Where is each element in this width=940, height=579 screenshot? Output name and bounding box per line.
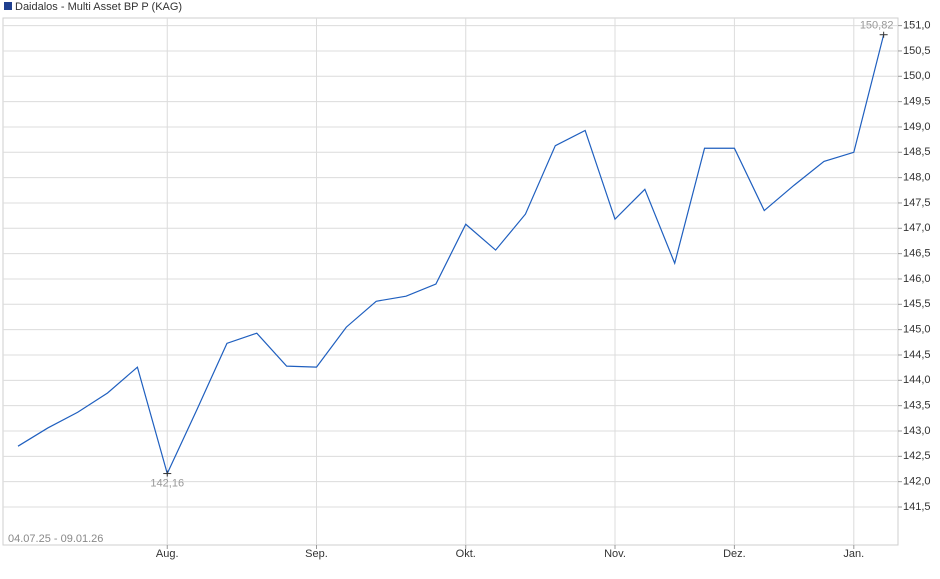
x-tick-label: Jan. [843,548,864,560]
x-tick-label: Dez. [723,548,746,560]
y-tick-label: 145,0 [903,324,931,336]
y-tick-label: 143,0 [903,425,931,437]
y-tick-label: 146,0 [903,273,931,285]
y-tick-label: 144,0 [903,374,931,386]
chart-title: Daidalos - Multi Asset BP P (KAG) [15,1,182,13]
y-tick-label: 147,0 [903,222,931,234]
legend-swatch [4,2,12,10]
y-tick-label: 141,5 [903,501,931,513]
line-series [17,34,885,476]
y-tick-label: 150,5 [903,45,931,57]
y-tick-label: 148,0 [903,172,931,184]
value-label: 150,82 [860,20,894,32]
y-tick-label: 145,5 [903,298,931,310]
y-tick-label: 150,0 [903,70,931,82]
y-tick-label: 143,5 [903,400,931,412]
value-label: 142,16 [150,477,184,489]
x-tick-label: Aug. [156,548,179,560]
y-tick-label: 147,5 [903,197,931,209]
date-range: 04.07.25 - 09.01.26 [8,533,103,545]
y-tick-label: 148,5 [903,146,931,158]
x-tick-label: Sep. [305,548,328,560]
y-tick-label: 149,0 [903,121,931,133]
y-tick-label: 146,5 [903,248,931,260]
y-tick-label: 151,0 [903,20,931,32]
x-tick-label: Nov. [604,548,626,560]
y-tick-label: 144,5 [903,349,931,361]
y-tick-label: 142,5 [903,450,931,462]
x-tick-label: Okt. [456,548,476,560]
plot-frame [2,17,899,546]
y-tick-label: 142,0 [903,476,931,488]
y-tick-label: 149,5 [903,96,931,108]
